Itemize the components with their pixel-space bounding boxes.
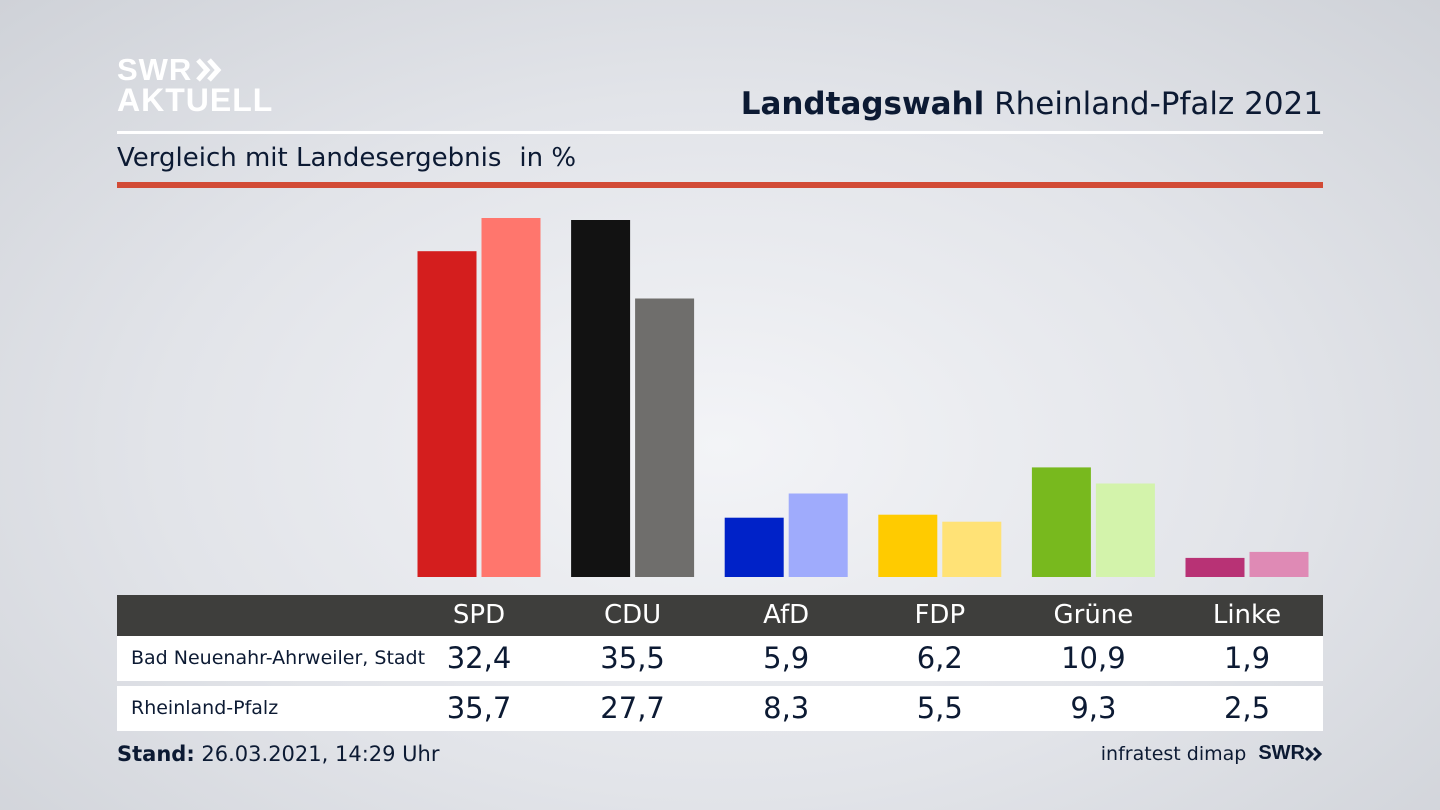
value-local-linke: 1,9 xyxy=(1223,641,1271,675)
table-row: Rheinland-Pfalz 35,7 27,7 8,3 5,5 9,3 2,5 xyxy=(117,686,1323,731)
column-header-cdu: CDU xyxy=(603,600,662,630)
title-rest: Rheinland-Pfalz 2021 xyxy=(984,86,1323,122)
source-credit: infratest dimap SWR xyxy=(1101,742,1323,765)
bar-afd-series2 xyxy=(788,493,848,577)
bar-spd-series1 xyxy=(417,251,477,577)
bar-cdu-series2 xyxy=(635,298,695,577)
logo-swr-text: SWR xyxy=(117,52,193,87)
value-local-grne: 10,9 xyxy=(1061,641,1126,675)
value-local-afd: 5,9 xyxy=(763,641,810,675)
value-local-cdu: 35,5 xyxy=(600,641,665,675)
value-local-fdp: 6,2 xyxy=(916,641,963,675)
value-state-linke: 2,5 xyxy=(1223,691,1271,725)
bar-chart xyxy=(417,218,1309,577)
row-label-local: Bad Neuenahr-Ahrweiler, Stadt xyxy=(131,647,426,669)
results-table: SPD CDU AfD FDP Grüne Linke Bad Neuenahr-Ahrw… xyxy=(117,595,1323,731)
bar-fdp-series2 xyxy=(942,521,1002,577)
table-header: SPD CDU AfD FDP Grüne Linke xyxy=(117,595,1323,636)
column-header-grne: Grüne xyxy=(1053,600,1134,630)
source-label: infratest dimap xyxy=(1100,742,1247,765)
value-local-spd: 32,4 xyxy=(446,641,512,675)
bar-spd-series2 xyxy=(481,218,541,577)
value-state-grne: 9,3 xyxy=(1070,691,1117,725)
value-state-spd: 35,7 xyxy=(446,691,512,725)
logo-aktuell-text: AKTUELL xyxy=(117,82,274,118)
accent-divider xyxy=(117,182,1323,188)
bar-afd-series1 xyxy=(724,517,784,577)
double-chevron-small-icon xyxy=(1305,746,1323,761)
timestamp: Stand: 26.03.2021, 14:29 Uhr xyxy=(117,742,440,766)
bar-cdu-series1 xyxy=(571,220,631,577)
column-header-fdp: FDP xyxy=(914,600,966,630)
value-state-afd: 8,3 xyxy=(763,691,810,725)
stand-value: 26.03.2021, 14:29 Uhr xyxy=(194,742,440,766)
swr-aktuell-logo: SWR AKTUELL xyxy=(117,54,273,116)
header-divider xyxy=(117,131,1323,134)
title-bold: Landtagswahl xyxy=(740,86,985,122)
value-state-fdp: 5,5 xyxy=(916,691,963,725)
bar-grne-series1 xyxy=(1031,467,1091,577)
column-header-afd: AfD xyxy=(763,600,810,630)
column-header-spd: SPD xyxy=(452,600,506,630)
value-state-cdu: 27,7 xyxy=(600,691,665,725)
double-chevron-icon xyxy=(196,57,224,82)
table-row: Bad Neuenahr-Ahrweiler, Stadt 32,4 35,5 5,… xyxy=(117,636,1323,681)
bar-grne-series2 xyxy=(1095,483,1155,577)
page-title: Landtagswahl Rheinland-Pfalz 2021 xyxy=(741,86,1323,122)
unit-label: in % xyxy=(519,143,577,173)
column-header-linke: Linke xyxy=(1212,600,1282,630)
bar-fdp-series1 xyxy=(878,514,938,577)
bar-linke-series1 xyxy=(1185,557,1245,577)
swr-brand-text: SWR xyxy=(1258,742,1305,764)
stand-label: Stand: xyxy=(117,742,195,766)
subtitle-text: Vergleich mit Landesergebnis xyxy=(117,143,502,173)
chart-subtitle: Vergleich mit Landesergebnis in % xyxy=(117,143,576,173)
row-label-state: Rheinland-Pfalz xyxy=(131,697,279,719)
bar-linke-series2 xyxy=(1249,551,1309,577)
swr-brand: SWR xyxy=(1258,742,1323,765)
